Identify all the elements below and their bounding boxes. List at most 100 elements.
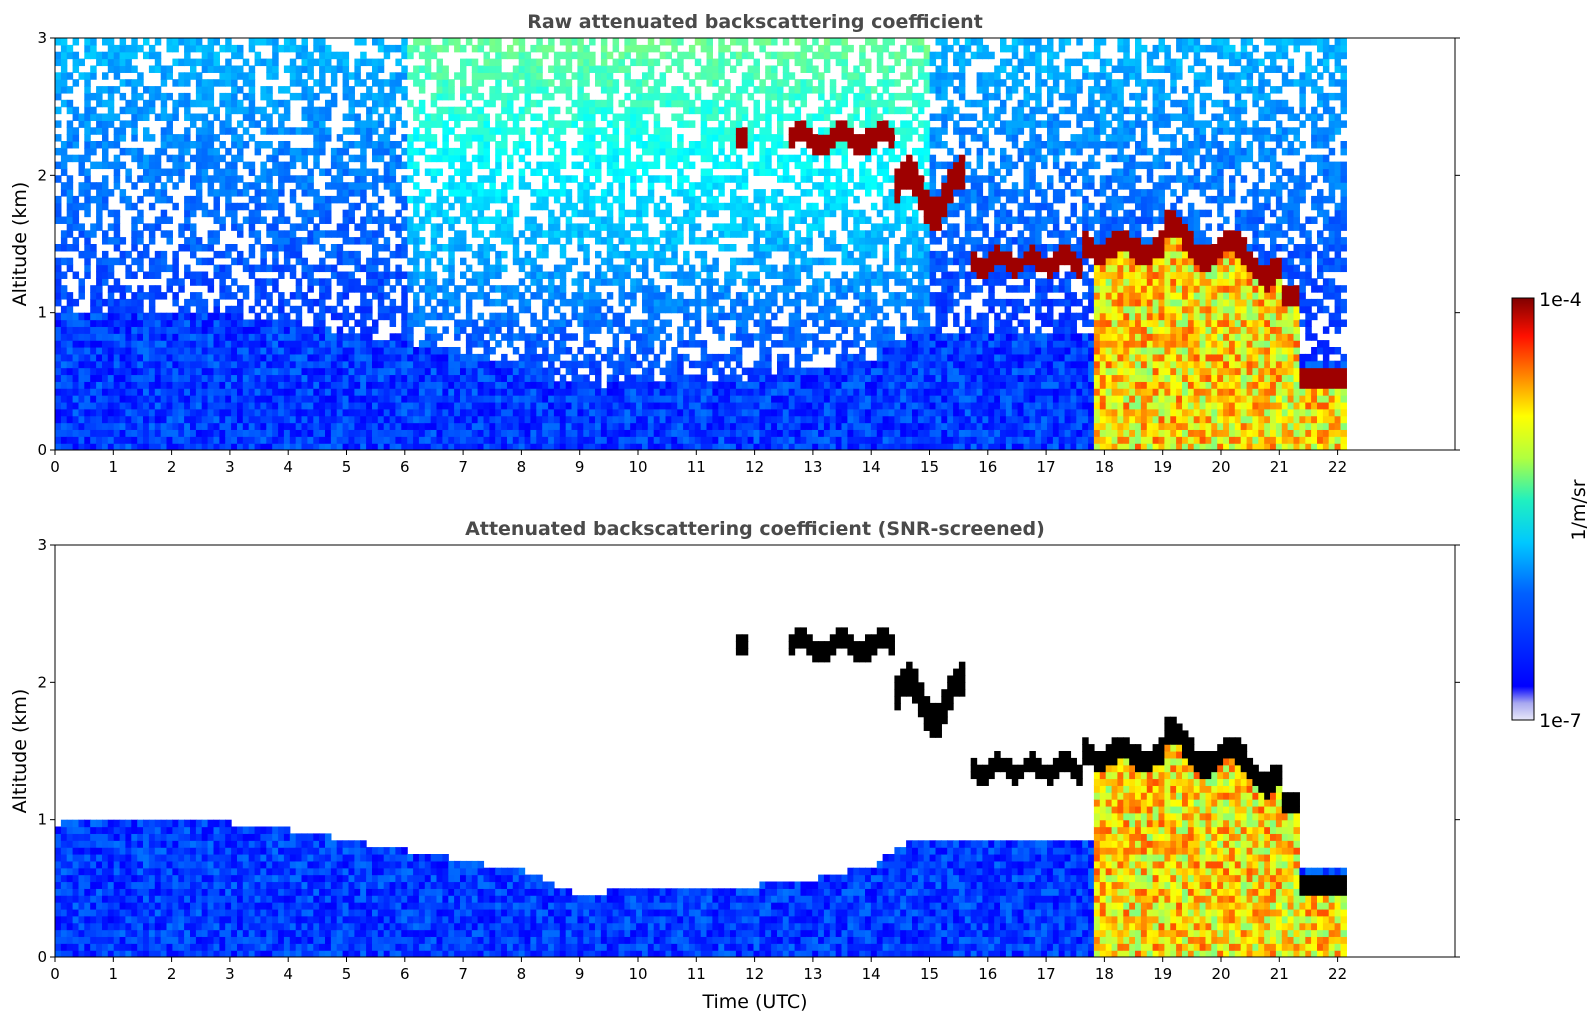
heatmap-cell — [413, 44, 420, 53]
heatmap-cell — [671, 92, 678, 101]
heatmap-cell — [565, 388, 573, 396]
heatmap-cell — [595, 237, 602, 245]
heatmap-cell — [342, 250, 350, 259]
heatmap-cell — [571, 147, 578, 156]
heatmap-cell — [636, 388, 643, 396]
heatmap-cell — [72, 65, 80, 73]
heatmap-cell — [219, 374, 226, 382]
heatmap-cell — [577, 278, 584, 286]
heatmap-cell — [66, 408, 74, 417]
heatmap-cell — [483, 147, 490, 156]
heatmap-cell — [735, 298, 743, 307]
heatmap-cell — [360, 285, 367, 293]
heatmap-cell — [448, 401, 455, 410]
heatmap-cell — [418, 189, 426, 197]
heatmap-cell — [372, 367, 379, 376]
heatmap-cell — [137, 257, 144, 266]
heatmap-cell — [395, 388, 402, 396]
heatmap-cell — [507, 374, 514, 382]
heatmap-cell — [501, 443, 508, 450]
heatmap-cell — [495, 285, 502, 293]
heatmap-cell — [730, 244, 737, 252]
heatmap-cell — [107, 141, 115, 149]
heatmap-cell — [160, 168, 168, 176]
heatmap-cell — [342, 223, 350, 231]
heatmap-cell — [401, 353, 408, 362]
heatmap-cell — [125, 312, 132, 321]
heatmap-cell — [712, 319, 719, 327]
heatmap-cell — [283, 141, 291, 149]
heatmap-cell — [542, 401, 549, 410]
heatmap-cell — [436, 312, 443, 321]
heatmap-cell — [301, 223, 308, 231]
heatmap-cell — [137, 395, 144, 403]
heatmap-cell — [559, 422, 567, 430]
heatmap-cell — [102, 72, 109, 80]
heatmap-cell — [72, 271, 80, 279]
heatmap-cell — [630, 408, 637, 417]
heatmap-cell — [237, 51, 244, 60]
heatmap-cell — [313, 388, 320, 396]
heatmap-cell — [395, 244, 402, 252]
heatmap-cell — [113, 223, 121, 231]
heatmap-cell — [289, 250, 297, 259]
heatmap-cell — [84, 312, 91, 321]
heatmap-cell — [272, 305, 279, 314]
heatmap-cell — [700, 127, 708, 135]
heatmap-cell — [413, 278, 420, 286]
heatmap-cell — [712, 175, 719, 183]
heatmap-cell — [424, 298, 432, 307]
heatmap-cell — [383, 429, 391, 437]
heatmap-cell — [465, 388, 473, 396]
heatmap-cell — [207, 154, 215, 163]
heatmap-cell — [266, 113, 273, 121]
heatmap-cell — [289, 264, 297, 273]
heatmap-cell — [612, 374, 620, 382]
heatmap-cell — [495, 298, 502, 307]
heatmap-cell — [113, 340, 121, 348]
heatmap-cell — [653, 257, 661, 266]
heatmap-cell — [354, 408, 361, 417]
heatmap-cell — [636, 92, 643, 101]
heatmap-cell — [213, 422, 220, 430]
heatmap-cell — [107, 347, 115, 355]
heatmap-cell — [553, 422, 561, 430]
heatmap-cell — [372, 250, 379, 259]
heatmap-cell — [325, 99, 332, 108]
heatmap-cell — [96, 271, 103, 279]
heatmap-cell — [336, 278, 344, 286]
heatmap-cell — [665, 436, 672, 444]
heatmap-cell — [589, 141, 596, 149]
heatmap-cell — [524, 443, 532, 450]
heatmap-cell — [389, 360, 397, 369]
heatmap-cell — [372, 99, 379, 108]
heatmap-cell — [283, 264, 291, 273]
heatmap-cell — [166, 408, 173, 417]
heatmap-cell — [583, 58, 590, 67]
heatmap-cell — [272, 326, 279, 334]
heatmap-cell — [266, 58, 273, 67]
heatmap-cell — [600, 44, 608, 53]
heatmap-cell — [559, 161, 567, 170]
heatmap-cell — [659, 395, 667, 403]
heatmap-cell — [636, 44, 643, 53]
heatmap-cell — [360, 58, 367, 67]
heatmap-cell — [630, 120, 637, 128]
heatmap-cell — [342, 443, 350, 450]
heatmap-cell — [624, 230, 631, 238]
heatmap-cell — [460, 58, 467, 67]
heatmap-cell — [360, 319, 367, 327]
heatmap-cell — [148, 374, 156, 382]
heatmap-cell — [260, 422, 267, 430]
heatmap-cell — [465, 395, 473, 403]
heatmap-cell — [424, 154, 432, 163]
heatmap-cell — [90, 147, 97, 156]
heatmap-cell — [524, 436, 532, 444]
heatmap-cell — [571, 429, 578, 437]
heatmap-cell — [577, 388, 584, 396]
heatmap-cell — [442, 374, 449, 382]
heatmap-cell — [60, 367, 68, 376]
heatmap-cell — [606, 422, 614, 430]
heatmap-cell — [372, 106, 379, 115]
heatmap-cell — [401, 298, 408, 307]
